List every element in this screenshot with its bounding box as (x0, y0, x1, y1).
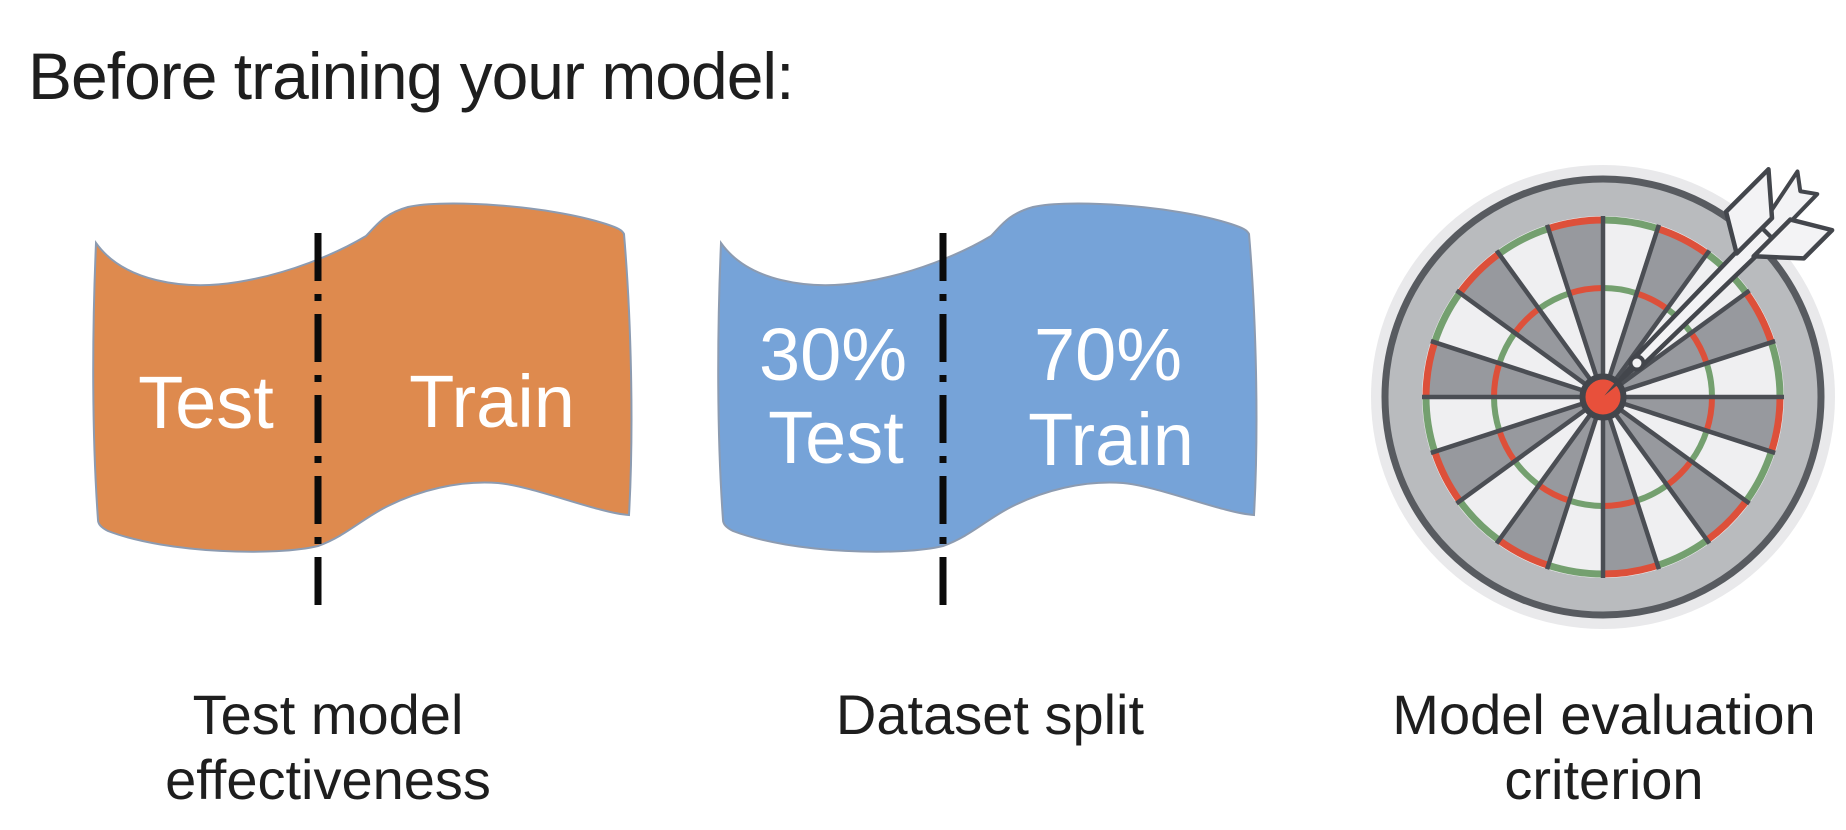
banner-label-test: Test (768, 396, 904, 479)
caption-dataset-split: Dataset split (740, 682, 1240, 747)
board-ring-arc (1743, 450, 1775, 504)
test-train-banner-illustration: Test Train (92, 202, 633, 605)
board-ring-arc (1431, 450, 1463, 504)
banner-label-train: Train (1028, 398, 1194, 481)
board-spoke (1601, 249, 1712, 399)
board-spoke (1455, 288, 1605, 399)
banner-label-30-percent: 30% (759, 313, 907, 396)
board-ring-arc (1656, 537, 1710, 569)
board-ring-arc (1496, 537, 1550, 569)
board-spoke (1455, 395, 1605, 506)
dart-flight (1723, 167, 1775, 256)
banner-label-70-percent: 70% (1034, 313, 1182, 396)
caption-line: Dataset split (835, 683, 1145, 746)
banner-label-test: Test (138, 361, 274, 444)
page-title: Before training your model: (28, 39, 794, 113)
board-spoke (1544, 224, 1606, 398)
board-spoke (1600, 396, 1662, 570)
board-spoke (1600, 224, 1662, 398)
board-wedge (1498, 397, 1603, 567)
board-spoke (1494, 395, 1605, 545)
board-spoke (1494, 249, 1605, 399)
board-ring-arc (1496, 225, 1550, 257)
board-ring-arc (1767, 396, 1784, 453)
dataset-split-banner-illustration: 30% Test 70% Train (717, 202, 1258, 605)
board-wedge (1603, 227, 1708, 397)
board-ring-arc (1431, 290, 1463, 344)
board-spoke (1430, 394, 1604, 456)
board-wedge (1603, 292, 1773, 397)
board-spoke (1602, 338, 1776, 400)
board-spoke (1601, 395, 1712, 545)
board-spoke (1602, 394, 1776, 456)
caption-model-evaluation-criterion: Model evaluation criterion (1354, 682, 1846, 812)
board-spoke (1601, 288, 1751, 399)
board-wedge (1433, 397, 1603, 502)
board-ring-arc (1743, 290, 1775, 344)
board-ring-arc (1422, 396, 1439, 453)
caption-line: effectiveness (165, 748, 491, 811)
dart-collar (1628, 354, 1646, 372)
caption-line: criterion (1504, 748, 1704, 811)
banner-label-train: Train (409, 360, 575, 443)
board-spoke (1430, 338, 1604, 400)
banner-shape (92, 202, 633, 553)
caption-test-model-effectiveness: Test model effectiveness (78, 682, 578, 812)
board-ring-arc (1656, 225, 1710, 257)
board-ring-arc (1456, 498, 1502, 544)
board-ring-arc (1602, 216, 1659, 233)
caption-line: Model evaluation (1392, 683, 1816, 746)
dart-icon (1604, 167, 1835, 396)
banner-shape (717, 202, 1258, 553)
board-ring-arc (1704, 498, 1750, 544)
caption-line: Test model (192, 683, 464, 746)
board-ring-arc (1602, 561, 1659, 578)
dartboard-icon (1371, 165, 1835, 629)
board-wedge (1458, 252, 1603, 397)
board-ring-arc (1767, 341, 1784, 398)
board-spoke (1544, 396, 1606, 570)
dart-flight (1751, 217, 1835, 261)
board-ring-arc (1547, 561, 1604, 578)
board-wedge (1603, 397, 1748, 542)
board-ring-arc (1456, 250, 1502, 296)
board-spoke (1601, 395, 1751, 506)
board-ring-arc (1422, 341, 1439, 398)
board-ring-arc (1547, 216, 1604, 233)
